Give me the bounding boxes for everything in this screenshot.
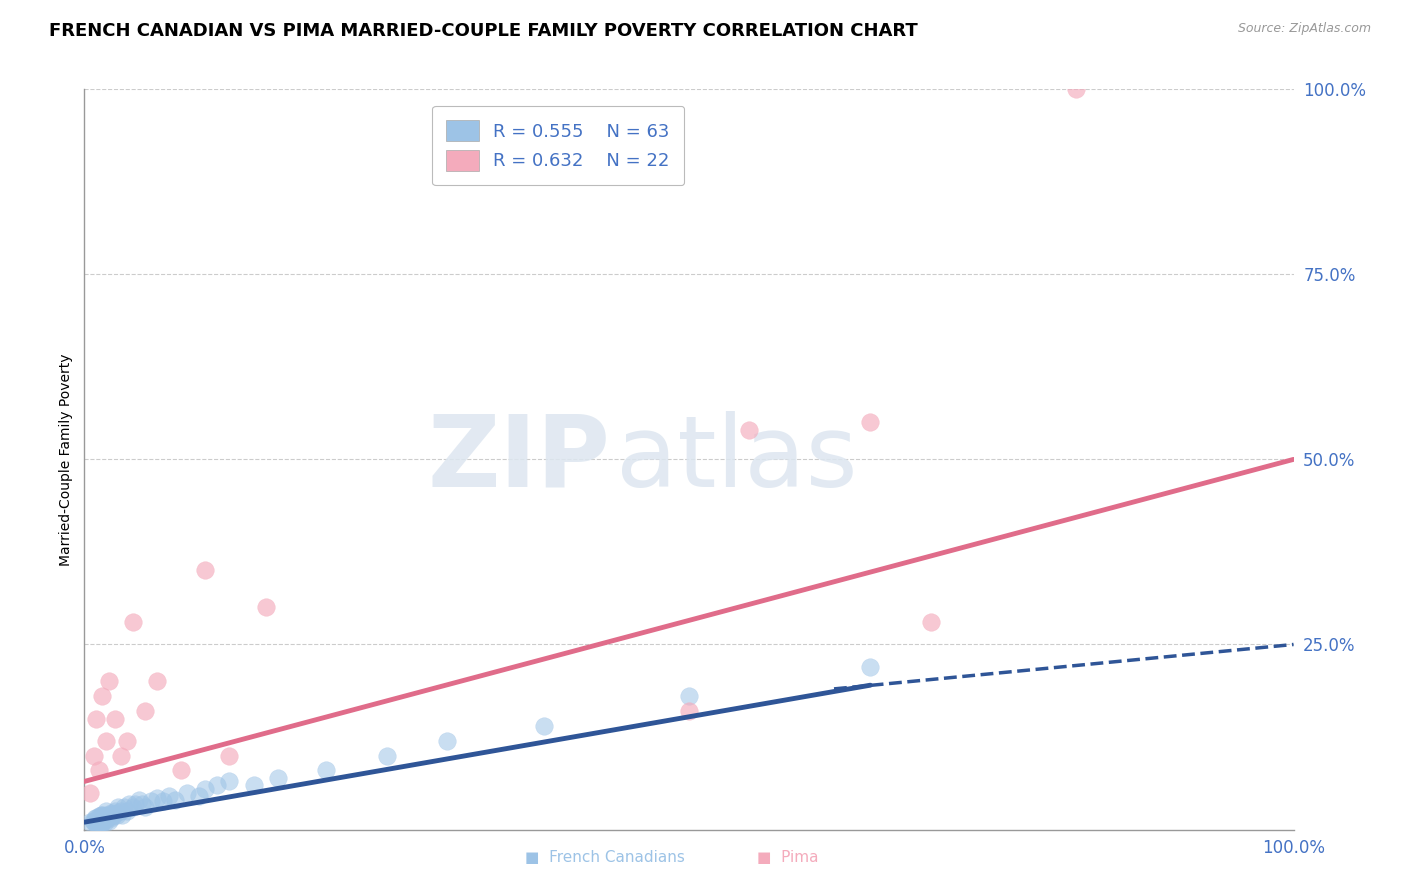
Point — [859, 659, 882, 673]
Point — [110, 748, 132, 763]
Point — [86, 815, 108, 830]
Point — [84, 812, 107, 826]
Point — [100, 812, 122, 826]
Point — [93, 809, 115, 823]
Point — [83, 815, 105, 830]
Text: atlas: atlas — [616, 411, 858, 508]
Point — [98, 809, 121, 823]
Point — [315, 764, 337, 778]
Point — [111, 807, 134, 822]
Point — [87, 809, 110, 823]
Point — [121, 800, 143, 814]
Point — [89, 812, 111, 826]
Point — [1064, 82, 1087, 96]
Point — [104, 712, 127, 726]
Point — [110, 804, 132, 818]
Point — [254, 600, 277, 615]
Point — [79, 786, 101, 800]
Point — [194, 781, 217, 796]
Point — [128, 793, 150, 807]
Point — [267, 771, 290, 785]
Point — [375, 748, 398, 763]
Point — [678, 704, 700, 718]
Point — [97, 674, 120, 689]
Y-axis label: Married-Couple Family Poverty: Married-Couple Family Poverty — [59, 353, 73, 566]
Point — [87, 814, 110, 828]
Point — [94, 733, 117, 747]
Point — [218, 748, 240, 763]
Point — [103, 809, 125, 823]
Point — [100, 806, 122, 821]
Point — [86, 814, 108, 828]
Point — [242, 778, 264, 792]
Point — [97, 814, 120, 828]
Point — [87, 764, 110, 778]
Point — [194, 564, 217, 578]
Point — [146, 674, 169, 689]
Point — [920, 615, 942, 630]
Point — [101, 807, 124, 822]
Point — [86, 712, 108, 726]
Point — [146, 791, 169, 805]
Point — [96, 812, 118, 826]
Point — [90, 807, 112, 822]
Point — [139, 794, 162, 808]
Point — [738, 423, 761, 437]
Point — [134, 704, 156, 718]
Point — [79, 815, 101, 830]
Point — [86, 812, 108, 826]
Point — [91, 690, 114, 704]
Point — [107, 800, 129, 814]
Point — [176, 786, 198, 800]
Point — [118, 797, 141, 811]
Point — [152, 794, 174, 808]
Point — [83, 748, 105, 763]
Point — [94, 812, 117, 826]
Point — [157, 789, 180, 804]
Point — [91, 815, 114, 830]
Point — [124, 797, 146, 811]
Point — [188, 789, 211, 804]
Point — [170, 764, 193, 778]
Point — [94, 804, 117, 818]
Point — [207, 778, 229, 792]
Text: ZIP: ZIP — [427, 411, 610, 508]
Point — [93, 814, 115, 828]
Point — [112, 800, 135, 814]
Point — [121, 615, 143, 630]
Point — [165, 793, 187, 807]
Legend: R = 0.555    N = 63, R = 0.632    N = 22: R = 0.555 N = 63, R = 0.632 N = 22 — [432, 105, 685, 186]
Point — [91, 812, 114, 826]
Point — [115, 804, 138, 818]
Point — [89, 815, 111, 830]
Point — [82, 814, 104, 828]
Point — [86, 816, 108, 830]
Point — [134, 800, 156, 814]
Point — [97, 807, 120, 822]
Point — [859, 415, 882, 429]
Point — [436, 733, 458, 747]
Point — [94, 815, 117, 830]
Text: FRENCH CANADIAN VS PIMA MARRIED-COUPLE FAMILY POVERTY CORRELATION CHART: FRENCH CANADIAN VS PIMA MARRIED-COUPLE F… — [49, 22, 918, 40]
Point — [218, 774, 240, 789]
Point — [131, 797, 153, 811]
Text: ■  Pima: ■ Pima — [756, 850, 818, 865]
Text: ■  French Canadians: ■ French Canadians — [524, 850, 685, 865]
Point — [678, 690, 700, 704]
Point — [90, 816, 112, 830]
Point — [104, 806, 127, 821]
Point — [105, 807, 128, 822]
Point — [104, 804, 127, 818]
Point — [91, 807, 114, 822]
Text: Source: ZipAtlas.com: Source: ZipAtlas.com — [1237, 22, 1371, 36]
Point — [533, 719, 555, 733]
Point — [94, 807, 117, 822]
Point — [115, 733, 138, 747]
